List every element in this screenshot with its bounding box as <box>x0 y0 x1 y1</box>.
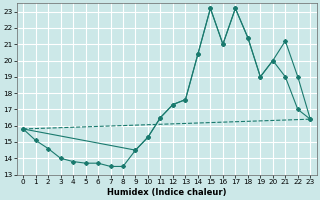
X-axis label: Humidex (Indice chaleur): Humidex (Indice chaleur) <box>107 188 227 197</box>
